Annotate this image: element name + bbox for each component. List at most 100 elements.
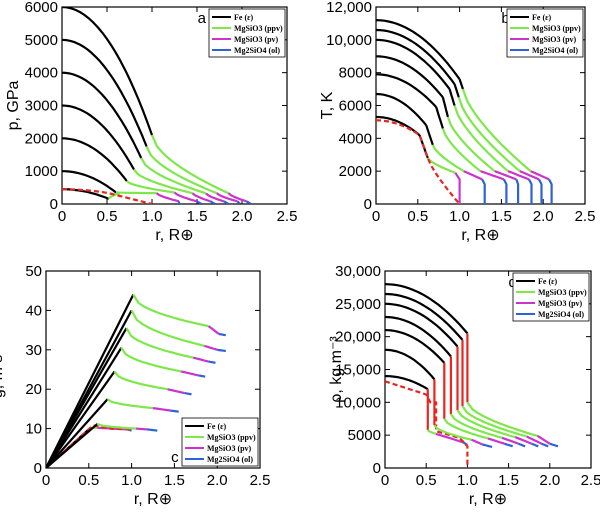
y-tick-label: 2000 <box>25 130 58 147</box>
ppv-mantle-line <box>145 146 218 195</box>
fe-core-line <box>376 19 461 80</box>
fe-core-line <box>376 28 456 85</box>
panel-letter: a <box>198 10 207 27</box>
x-tick-label: 0 <box>42 472 50 489</box>
curves <box>62 7 252 204</box>
ppv-mantle-line <box>133 168 193 195</box>
ppv-mantle-line <box>456 409 516 439</box>
ol-crust-line <box>217 348 226 353</box>
pv-mantle-line <box>135 427 148 431</box>
pv-mantle-line <box>191 192 211 203</box>
pv-mantle-line <box>227 192 247 203</box>
ppv-mantle-line <box>126 180 175 194</box>
y-tick-label: 6000 <box>339 98 372 115</box>
pv-mantle-line <box>494 170 517 181</box>
ppv-mantle-line <box>461 88 532 173</box>
pv-mantle-line <box>526 435 543 445</box>
pv-mantle-line <box>167 388 185 395</box>
pv-mantle-line <box>180 370 199 377</box>
y-tick-label: 20 <box>25 381 42 398</box>
fe-core-line <box>46 398 109 468</box>
legend-entry: Fe (ε) <box>207 422 227 431</box>
ppv-mantle-line <box>450 413 503 439</box>
fe-core-line <box>376 73 438 108</box>
x-tick-label: 1.0 <box>457 472 478 489</box>
ol-crust-line <box>481 443 493 449</box>
x-tick-label: 2.5 <box>581 472 600 489</box>
fe-core-line <box>376 92 428 126</box>
fe-core-line <box>425 124 434 146</box>
y-tick-label: 0 <box>373 460 381 477</box>
x-tick-label: 1.5 <box>491 208 512 225</box>
pv-mantle-line <box>207 325 220 335</box>
legend-entry: MgSiO3 (ppv) <box>234 24 283 33</box>
y-tick-label: 5000 <box>348 427 381 444</box>
fe-core-line <box>376 115 421 136</box>
x-tick-label: 2.0 <box>539 472 560 489</box>
pv-mantle-line <box>192 356 209 363</box>
y-tick-label: 0 <box>364 196 372 213</box>
y-tick-label: 3000 <box>25 98 58 115</box>
x-tick-label: 0.5 <box>416 472 437 489</box>
y-tick-label: 10,000 <box>335 394 381 411</box>
ppv-mantle-line <box>466 401 538 437</box>
y-tick-label: 2000 <box>339 163 372 180</box>
ol-crust-line <box>548 178 553 204</box>
x-tick-label: 1.0 <box>121 472 142 489</box>
legend-entry: MgSiO3 (pv) <box>532 35 577 44</box>
fe-core-line <box>62 188 110 200</box>
pv-mantle-line <box>519 170 540 181</box>
ppv-mantle-line <box>113 370 168 391</box>
ol-crust-line <box>146 428 158 432</box>
ppv-mantle-line <box>433 424 472 441</box>
x-tick-label: 1.0 <box>142 208 163 225</box>
ppv-mantle-line <box>457 96 521 173</box>
x-tick-label: 0 <box>372 208 380 225</box>
fe-core-line <box>453 83 460 98</box>
y-axis-label: p, GPa <box>5 81 22 131</box>
fe-core-line <box>62 104 135 171</box>
reference-earth-line <box>385 380 469 468</box>
fe-core-line <box>376 55 444 99</box>
pv-mantle-line <box>501 436 519 445</box>
y-axis-label: g, m s⁻² <box>0 340 6 398</box>
legend-entry: Mg2SiO4 (ol) <box>532 46 578 55</box>
fe-core-line <box>376 38 451 90</box>
x-tick-label: 1.0 <box>449 208 470 225</box>
y-tick-label: 4000 <box>339 130 372 147</box>
fe-core-line <box>385 329 446 364</box>
pv-mantle-line <box>530 170 550 181</box>
x-axis-label: r, R⊕ <box>155 227 193 244</box>
x-tick-label: 0.5 <box>78 472 99 489</box>
ol-crust-line <box>541 442 549 448</box>
x-tick-label: 2.0 <box>207 472 228 489</box>
fe-core-line <box>46 423 99 468</box>
legend-entry: MgSiO3 (pv) <box>538 299 583 308</box>
ol-crust-line <box>223 200 230 204</box>
legend-entry: MgSiO3 (ppv) <box>532 24 581 33</box>
fe-core-line <box>62 7 154 136</box>
legend: Fe (ε) MgSiO3 (ppv) MgSiO3 (pv) Mg2SiO4 (ol… <box>512 272 590 322</box>
fe-core-line <box>385 292 464 341</box>
ppv-mantle-line <box>140 157 207 195</box>
ppv-mantle-line <box>426 157 456 174</box>
ppv-mantle-line <box>431 144 465 173</box>
ol-crust-line <box>538 178 543 204</box>
pv-mantle-line <box>205 192 225 203</box>
pv-mantle-line <box>204 344 218 351</box>
ppv-mantle-line <box>130 309 205 347</box>
x-tick-label: 0 <box>381 472 389 489</box>
ol-crust-line <box>245 200 252 204</box>
y-tick-label: 5000 <box>25 32 58 49</box>
x-tick-label: 1.5 <box>187 208 208 225</box>
fe-core-line <box>385 375 429 391</box>
pv-mantle-line <box>435 432 464 444</box>
fe-core-line <box>458 78 464 90</box>
x-tick-label: 2.0 <box>533 208 554 225</box>
ol-crust-line <box>481 178 486 204</box>
x-tick-label: 1.5 <box>498 472 519 489</box>
pv-mantle-line <box>463 170 483 181</box>
legend: Fe (ε) MgSiO3 (ppv) MgSiO3 (pv) Mg2SiO4 (ol… <box>208 8 286 58</box>
panel-letter: c <box>171 449 179 466</box>
ppv-mantle-line <box>443 418 489 440</box>
